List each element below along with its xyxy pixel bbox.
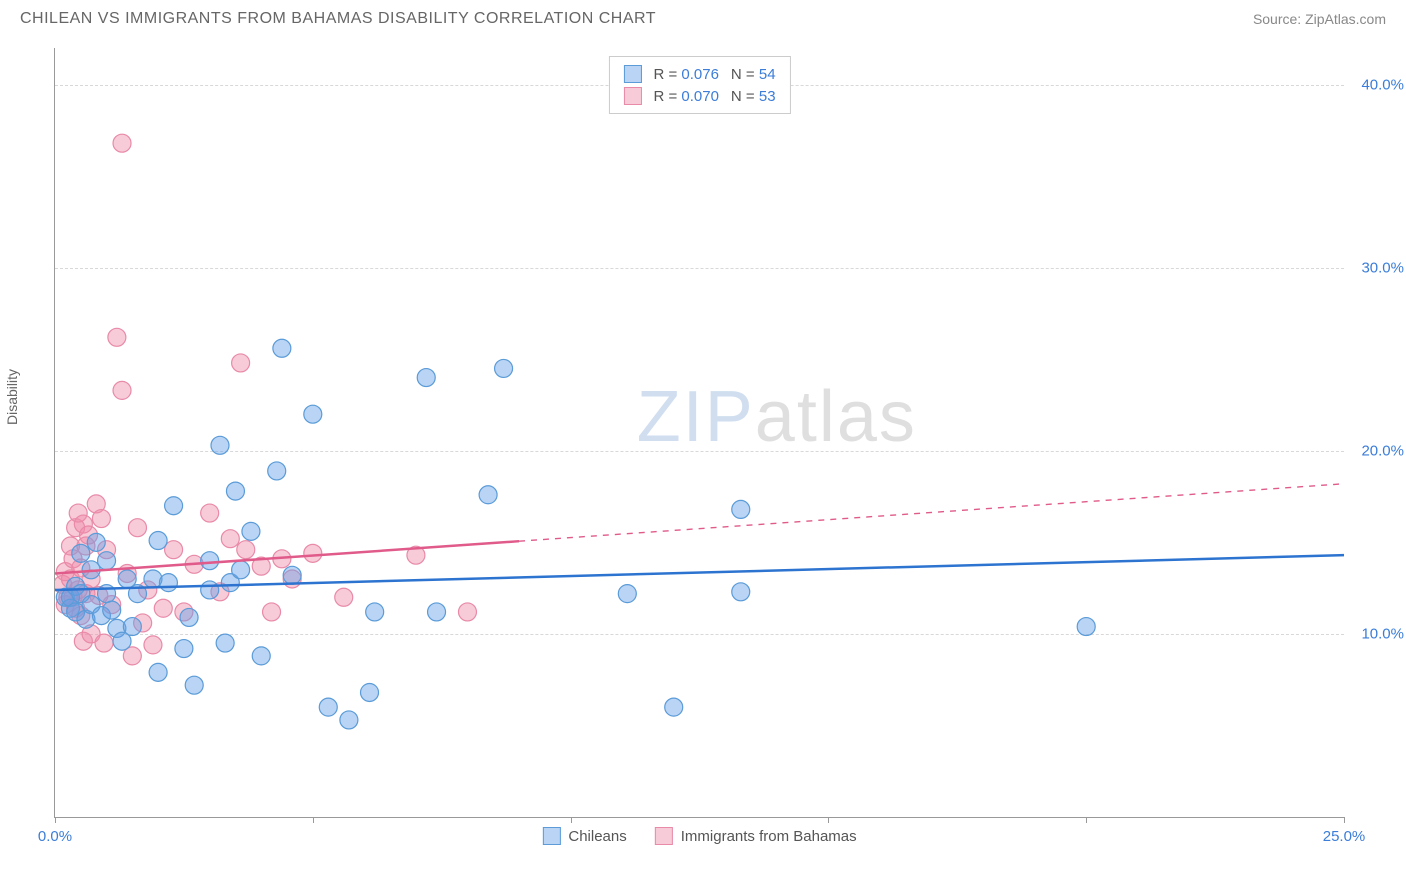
legend-item: Immigrants from Bahamas — [655, 827, 857, 845]
scatter-point — [335, 588, 353, 606]
legend-stats-row: R = 0.070 N = 53 — [623, 85, 775, 107]
scatter-point — [479, 486, 497, 504]
legend-n-label: N = — [731, 66, 759, 83]
scatter-point — [87, 533, 105, 551]
x-tick — [1086, 817, 1087, 823]
trend-line-dashed — [519, 484, 1344, 541]
legend-n-label: N = — [731, 88, 759, 105]
legend-n-value: 53 — [759, 88, 776, 105]
x-tick — [313, 817, 314, 823]
scatter-point — [428, 603, 446, 621]
scatter-point — [211, 436, 229, 454]
chart-title: CHILEAN VS IMMIGRANTS FROM BAHAMAS DISAB… — [20, 10, 656, 28]
scatter-point — [226, 482, 244, 500]
scatter-point — [95, 634, 113, 652]
scatter-point — [495, 359, 513, 377]
scatter-point — [618, 585, 636, 603]
scatter-point — [185, 676, 203, 694]
legend-stats-row: R = 0.076 N = 54 — [623, 63, 775, 85]
legend-n-value: 54 — [759, 66, 776, 83]
scatter-point — [98, 552, 116, 570]
scatter-point — [366, 603, 384, 621]
scatter-point — [165, 497, 183, 515]
legend-swatch-a — [542, 827, 560, 845]
legend-series: Chileans Immigrants from Bahamas — [542, 827, 856, 845]
plot-svg — [55, 48, 1344, 817]
plot-area: ZIPatlas R = 0.076 N = 54 R = 0.070 N = … — [54, 48, 1344, 818]
x-tick — [55, 817, 56, 823]
legend-label: Chileans — [568, 828, 626, 845]
scatter-point — [232, 561, 250, 579]
scatter-point — [304, 405, 322, 423]
scatter-point — [732, 583, 750, 601]
scatter-point — [263, 603, 281, 621]
scatter-point — [252, 647, 270, 665]
legend-stats: R = 0.076 N = 54 R = 0.070 N = 53 — [608, 56, 790, 114]
y-tick-label: 40.0% — [1361, 76, 1404, 93]
scatter-point — [201, 552, 219, 570]
scatter-point — [92, 510, 110, 528]
scatter-point — [273, 339, 291, 357]
legend-swatch-a — [623, 65, 641, 83]
legend-r-value: 0.070 — [681, 88, 719, 105]
scatter-point — [159, 574, 177, 592]
y-axis-label: Disability — [4, 369, 20, 425]
legend-r-label: R = — [653, 88, 681, 105]
scatter-point — [72, 544, 90, 562]
scatter-point — [113, 381, 131, 399]
scatter-point — [1077, 618, 1095, 636]
scatter-point — [304, 544, 322, 562]
scatter-point — [180, 608, 198, 626]
scatter-point — [149, 663, 167, 681]
scatter-point — [283, 566, 301, 584]
scatter-point — [154, 599, 172, 617]
scatter-point — [232, 354, 250, 372]
scatter-point — [123, 618, 141, 636]
scatter-point — [237, 541, 255, 559]
x-tick — [828, 817, 829, 823]
x-tick-label: 25.0% — [1323, 828, 1366, 845]
x-tick — [1344, 817, 1345, 823]
legend-item: Chileans — [542, 827, 626, 845]
scatter-point — [361, 683, 379, 701]
y-tick-label: 20.0% — [1361, 442, 1404, 459]
scatter-point — [216, 634, 234, 652]
scatter-point — [268, 462, 286, 480]
scatter-point — [732, 500, 750, 518]
scatter-point — [108, 328, 126, 346]
scatter-point — [165, 541, 183, 559]
scatter-point — [128, 519, 146, 537]
chart-container: Disability ZIPatlas R = 0.076 N = 54 R =… — [20, 40, 1386, 850]
y-tick-label: 30.0% — [1361, 259, 1404, 276]
scatter-point — [113, 134, 131, 152]
scatter-point — [458, 603, 476, 621]
y-tick-label: 10.0% — [1361, 625, 1404, 642]
legend-label: Immigrants from Bahamas — [681, 828, 857, 845]
legend-swatch-b — [655, 827, 673, 845]
chart-source: Source: ZipAtlas.com — [1253, 11, 1386, 27]
scatter-point — [149, 532, 167, 550]
scatter-point — [665, 698, 683, 716]
scatter-point — [175, 640, 193, 658]
scatter-point — [319, 698, 337, 716]
legend-swatch-b — [623, 87, 641, 105]
chart-header: CHILEAN VS IMMIGRANTS FROM BAHAMAS DISAB… — [0, 0, 1406, 32]
scatter-point — [221, 530, 239, 548]
legend-r-value: 0.076 — [681, 66, 719, 83]
scatter-point — [103, 601, 121, 619]
scatter-point — [340, 711, 358, 729]
x-tick — [571, 817, 572, 823]
scatter-point — [201, 581, 219, 599]
legend-r-label: R = — [653, 66, 681, 83]
x-tick-label: 0.0% — [38, 828, 72, 845]
scatter-point — [242, 522, 260, 540]
scatter-point — [201, 504, 219, 522]
scatter-point — [144, 636, 162, 654]
scatter-point — [417, 369, 435, 387]
